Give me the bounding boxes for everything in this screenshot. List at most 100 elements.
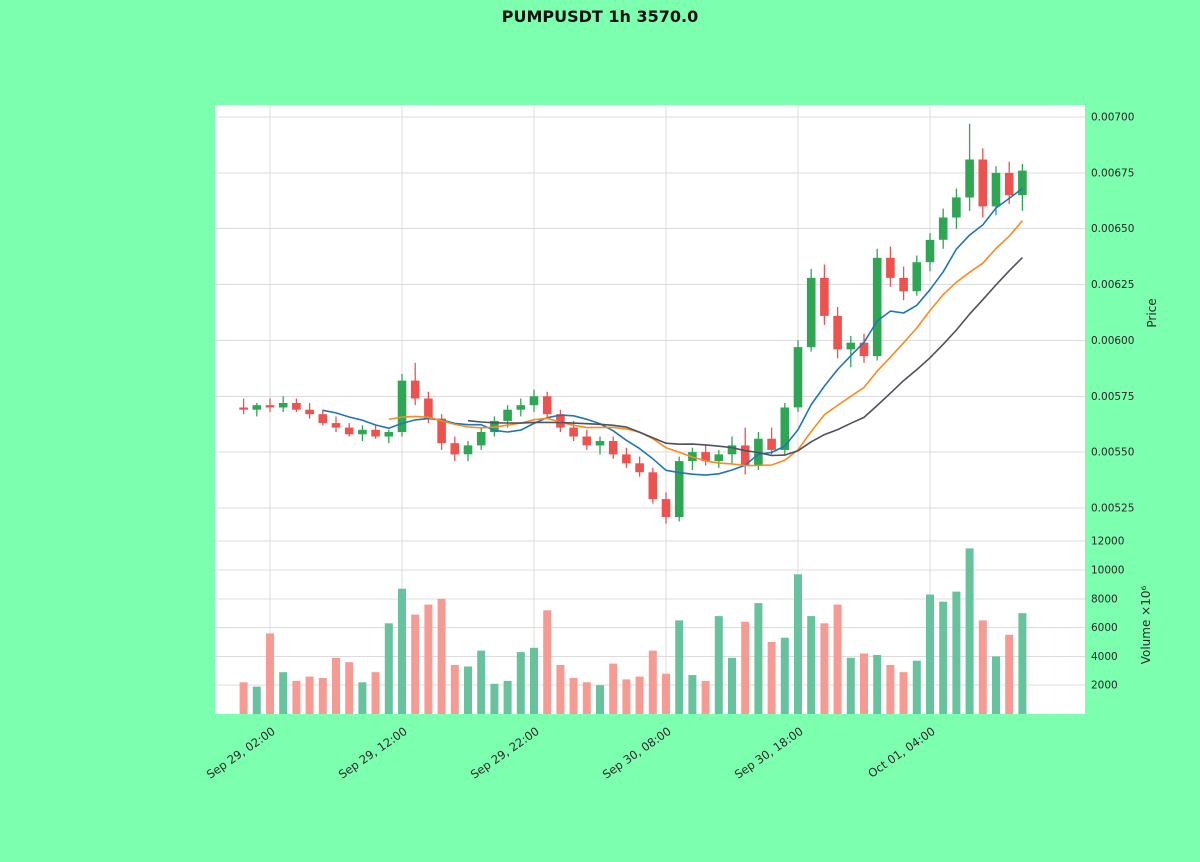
candle-body [516, 405, 526, 410]
candle-body [397, 380, 407, 432]
candle-body [740, 445, 750, 466]
candle-body [344, 427, 354, 435]
candle-body [450, 443, 460, 455]
x-tick-label: Sep 30, 18:00 [732, 724, 806, 782]
candle-body [701, 452, 710, 461]
candle-body [463, 445, 473, 455]
ma-line-ma-slow [467, 257, 1023, 457]
volume-bar [358, 682, 367, 714]
candle-body [305, 409, 314, 415]
volume-bar [714, 616, 723, 714]
volume-bar [965, 548, 974, 714]
volume-bar [450, 665, 459, 714]
volume-bar [569, 678, 578, 714]
candle-body [1004, 172, 1014, 196]
volume-bar [846, 657, 855, 714]
candle-body [965, 159, 974, 198]
volume-bar [780, 637, 789, 714]
x-tick-label: Oct 01, 04:00 [865, 724, 937, 781]
volume-bar [530, 647, 538, 714]
volume-bar [701, 680, 710, 714]
candle-body [833, 315, 842, 350]
volume-tick-label: 2000 [1091, 680, 1118, 692]
volume-bar [556, 665, 565, 714]
volume-bar [292, 680, 301, 714]
volume-tick-label: 12000 [1091, 536, 1124, 548]
volume-bar [1018, 613, 1027, 714]
volume-bar [345, 662, 354, 714]
candle-body [767, 438, 776, 450]
candle-body [648, 472, 658, 500]
volume-bar [978, 620, 987, 714]
volume-bar [820, 623, 829, 714]
volume-bar [596, 685, 604, 714]
price-axis-label: Price [1145, 298, 1159, 327]
candle-body [595, 441, 605, 446]
x-tick-label: Sep 29, 02:00 [204, 724, 278, 782]
price-tick-label: 0.00550 [1091, 447, 1134, 459]
candle-body [793, 347, 803, 408]
volume-tick-label: 10000 [1091, 565, 1124, 577]
volume-bar [464, 666, 472, 714]
volume-bar [873, 655, 882, 714]
volume-bar [543, 610, 552, 714]
volume-bar [754, 603, 763, 714]
price-tick-label: 0.00675 [1091, 167, 1134, 179]
volume-bar [398, 588, 406, 714]
volume-bar [912, 660, 921, 714]
price-tick-label: 0.00575 [1091, 391, 1134, 403]
candle-body [859, 342, 869, 357]
candle-body [424, 398, 433, 419]
volume-bar [252, 686, 261, 714]
candle-body [410, 380, 420, 399]
candle-body [886, 257, 895, 278]
candle-body [952, 197, 961, 218]
candle-body [978, 159, 988, 207]
volume-axis-label: Volume ×10⁶ [1139, 586, 1153, 665]
candle-body [938, 217, 948, 240]
candle-body [1018, 170, 1027, 196]
volume-bar [992, 656, 1000, 714]
x-tick-label: Sep 30, 08:00 [600, 724, 674, 782]
candle-body [622, 454, 631, 464]
ma-line-ma-mid [388, 220, 1024, 467]
volume-bar [411, 614, 420, 714]
volume-bar [239, 682, 248, 714]
volume-bar [794, 574, 802, 714]
volume-bar [767, 642, 776, 714]
volume-bar [622, 679, 631, 714]
volume-bar [609, 663, 618, 714]
volume-bar [279, 672, 288, 714]
volume-bar [860, 653, 868, 714]
candle-body [608, 441, 618, 455]
candle-body [503, 409, 512, 421]
candle-body [872, 257, 882, 357]
candle-body [991, 172, 1001, 207]
candle-body [569, 427, 578, 437]
candle-body [371, 429, 380, 437]
candle-body [239, 407, 248, 410]
volume-bar [728, 657, 736, 714]
candle-body [899, 277, 908, 292]
volume-bar [477, 650, 486, 714]
volume-bar [807, 616, 816, 714]
chart-title: PUMPUSDT 1h 3570.0 [502, 7, 698, 26]
volume-bar [648, 650, 657, 714]
candle-body [661, 499, 671, 517]
volume-bar [899, 672, 908, 714]
candle-body [542, 396, 552, 415]
candle-body [727, 445, 737, 455]
volume-bar [332, 657, 340, 714]
volume-bar [662, 673, 670, 714]
volume-bar [384, 623, 393, 714]
volume-bar [371, 672, 380, 714]
plot-area: 0.00525 0.00550 0.00575 0.00600 0.00625 0.006… [204, 105, 1134, 782]
volume-bar [926, 594, 934, 714]
candle-body [384, 432, 394, 437]
candle-body [358, 429, 367, 435]
volume-bar [741, 621, 750, 714]
candle-body [529, 396, 539, 406]
candle-body [437, 418, 446, 444]
